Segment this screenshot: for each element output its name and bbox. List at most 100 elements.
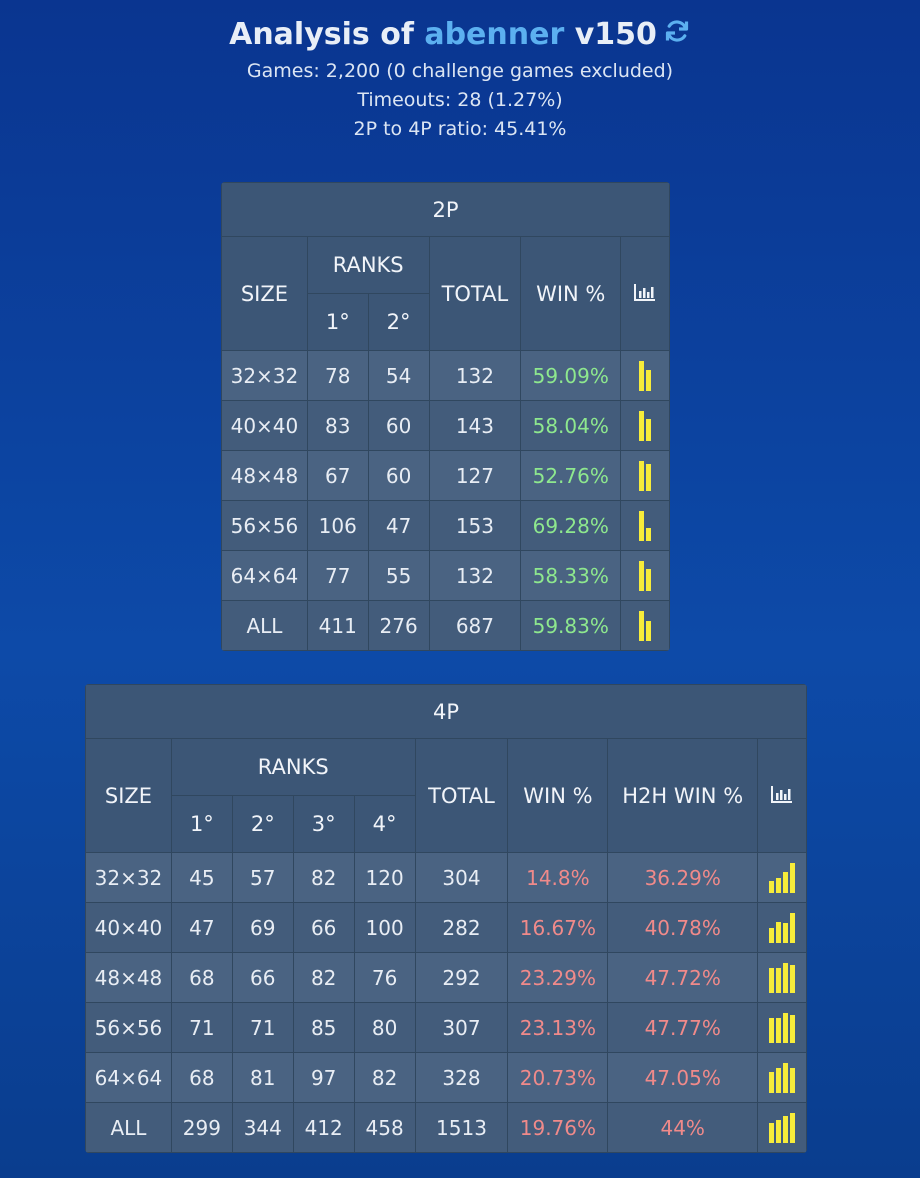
cell-size: 56×56 xyxy=(221,500,308,551)
rank-bar-1 xyxy=(639,460,645,491)
cell-h2h-win: 40.78% xyxy=(607,902,759,953)
cell-rank-3: 85 xyxy=(292,1002,355,1053)
col-rank-2: 2° xyxy=(231,795,294,853)
cell-rank-2: 276 xyxy=(367,600,430,651)
rank-bar-2 xyxy=(776,1067,782,1093)
refresh-icon[interactable] xyxy=(663,15,691,57)
cell-win: 58.33% xyxy=(520,550,622,601)
rank-bar-2 xyxy=(776,877,782,893)
cell-rank-2: 81 xyxy=(231,1052,294,1103)
cell-rank-4: 100 xyxy=(353,902,416,953)
cell-rank-2: 344 xyxy=(231,1102,294,1153)
rank-distribution-bars xyxy=(639,610,652,641)
table-row: 56×56 71 71 85 80 307 23.13% 47.77% xyxy=(85,1002,807,1053)
cell-rank-3: 97 xyxy=(292,1052,355,1103)
rank-distribution-bars xyxy=(639,460,652,491)
cell-size: ALL xyxy=(85,1102,172,1153)
cell-rank-1: 45 xyxy=(170,852,233,903)
rank-distribution-bars xyxy=(769,962,796,993)
table-row: 40×40 83 60 143 58.04% xyxy=(221,400,670,451)
col-rank-1: 1° xyxy=(170,795,233,853)
cell-win: 59.83% xyxy=(520,600,622,651)
cell-total: 1513 xyxy=(414,1102,509,1153)
player-name-link[interactable]: abenner xyxy=(424,17,565,52)
rank-bar-1 xyxy=(769,1071,775,1093)
cell-win: 58.04% xyxy=(520,400,622,451)
cell-rank-2: 47 xyxy=(367,500,430,551)
rank-distribution-chart xyxy=(620,350,670,401)
cell-h2h-win: 36.29% xyxy=(607,852,759,903)
rank-bar-1 xyxy=(769,927,775,943)
cell-rank-2: 60 xyxy=(367,450,430,501)
cell-rank-3: 412 xyxy=(292,1102,355,1153)
rank-distribution-chart xyxy=(620,550,670,601)
cell-total: 687 xyxy=(428,600,522,651)
cell-h2h-win: 47.72% xyxy=(607,952,759,1003)
games-count: Games: 2,200 (0 challenge games excluded… xyxy=(246,59,674,82)
cell-rank-2: 57 xyxy=(231,852,294,903)
cell-size: 48×48 xyxy=(221,450,308,501)
cell-rank-4: 458 xyxy=(353,1102,416,1153)
rank-bar-3 xyxy=(783,922,789,943)
cell-total: 132 xyxy=(428,350,522,401)
cell-size: 56×56 xyxy=(85,1002,172,1053)
col-chart xyxy=(757,738,807,853)
cell-win: 23.29% xyxy=(507,952,609,1003)
rank-bar-2 xyxy=(646,418,652,441)
cell-rank-3: 82 xyxy=(292,952,355,1003)
cell-total: 127 xyxy=(428,450,522,501)
cell-size: 64×64 xyxy=(221,550,308,601)
rank-bar-4 xyxy=(790,912,796,943)
rank-distribution-chart xyxy=(620,400,670,451)
cell-size: 40×40 xyxy=(221,400,308,451)
cell-rank-1: 67 xyxy=(306,450,369,501)
cell-rank-2: 60 xyxy=(367,400,430,451)
table-row: 48×48 68 66 82 76 292 23.29% 47.72% xyxy=(85,952,807,1003)
rank-bar-1 xyxy=(639,510,645,541)
cell-rank-1: 77 xyxy=(306,550,369,601)
col-win: WIN % xyxy=(520,236,622,351)
cell-rank-4: 80 xyxy=(353,1002,416,1053)
cell-rank-1: 68 xyxy=(170,952,233,1003)
col-total: TOTAL xyxy=(428,236,522,351)
rank-distribution-bars xyxy=(639,360,652,391)
cell-rank-4: 76 xyxy=(353,952,416,1003)
timeouts-count: Timeouts: 28 (1.27%) xyxy=(357,88,563,111)
cell-total: 153 xyxy=(428,500,522,551)
cell-win: 19.76% xyxy=(507,1102,609,1153)
rank-bar-3 xyxy=(783,871,789,893)
col-ranks: RANKS xyxy=(306,236,430,294)
cell-size: ALL xyxy=(221,600,308,651)
rank-distribution-bars xyxy=(769,1062,796,1093)
rank-bar-1 xyxy=(769,880,775,893)
rank-distribution-chart xyxy=(757,1102,807,1153)
col-rank-4: 4° xyxy=(353,795,416,853)
rank-bar-4 xyxy=(790,1112,796,1143)
cell-win: 23.13% xyxy=(507,1002,609,1053)
rank-bar-3 xyxy=(783,1012,789,1043)
table-4p: 4P SIZE RANKS TOTAL WIN % H2H WIN % 1° 2… xyxy=(85,684,807,1153)
table-row: 32×32 78 54 132 59.09% xyxy=(221,350,670,401)
table-2p: 2P SIZE RANKS TOTAL WIN % 1° 2° 32×32 78 5… xyxy=(221,182,670,651)
rank-distribution-bars xyxy=(769,1112,796,1143)
cell-rank-3: 66 xyxy=(292,902,355,953)
rank-bar-1 xyxy=(639,560,645,591)
page-title: Analysis of abenner v150 xyxy=(0,14,920,57)
bot-version: v150 xyxy=(574,17,657,52)
analysis-header: Analysis of abenner v150 Games: 2,200 (0… xyxy=(0,14,920,144)
cell-h2h-win: 47.05% xyxy=(607,1052,759,1103)
cell-rank-4: 82 xyxy=(353,1052,416,1103)
rank-distribution-chart xyxy=(620,500,670,551)
col-ranks: RANKS xyxy=(170,738,416,796)
cell-win: 59.09% xyxy=(520,350,622,401)
cell-rank-2: 66 xyxy=(231,952,294,1003)
table-title-4p: 4P xyxy=(85,684,807,739)
rank-distribution-chart xyxy=(620,600,670,651)
cell-total: 282 xyxy=(414,902,509,953)
col-rank-3: 3° xyxy=(292,795,355,853)
col-rank-1: 1° xyxy=(306,293,369,351)
rank-bar-2 xyxy=(776,967,782,993)
cell-rank-2: 69 xyxy=(231,902,294,953)
col-chart xyxy=(620,236,670,351)
rank-bar-2 xyxy=(646,620,652,641)
